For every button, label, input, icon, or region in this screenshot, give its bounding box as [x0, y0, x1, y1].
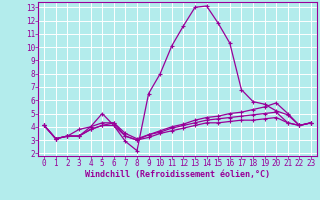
X-axis label: Windchill (Refroidissement éolien,°C): Windchill (Refroidissement éolien,°C)	[85, 170, 270, 179]
